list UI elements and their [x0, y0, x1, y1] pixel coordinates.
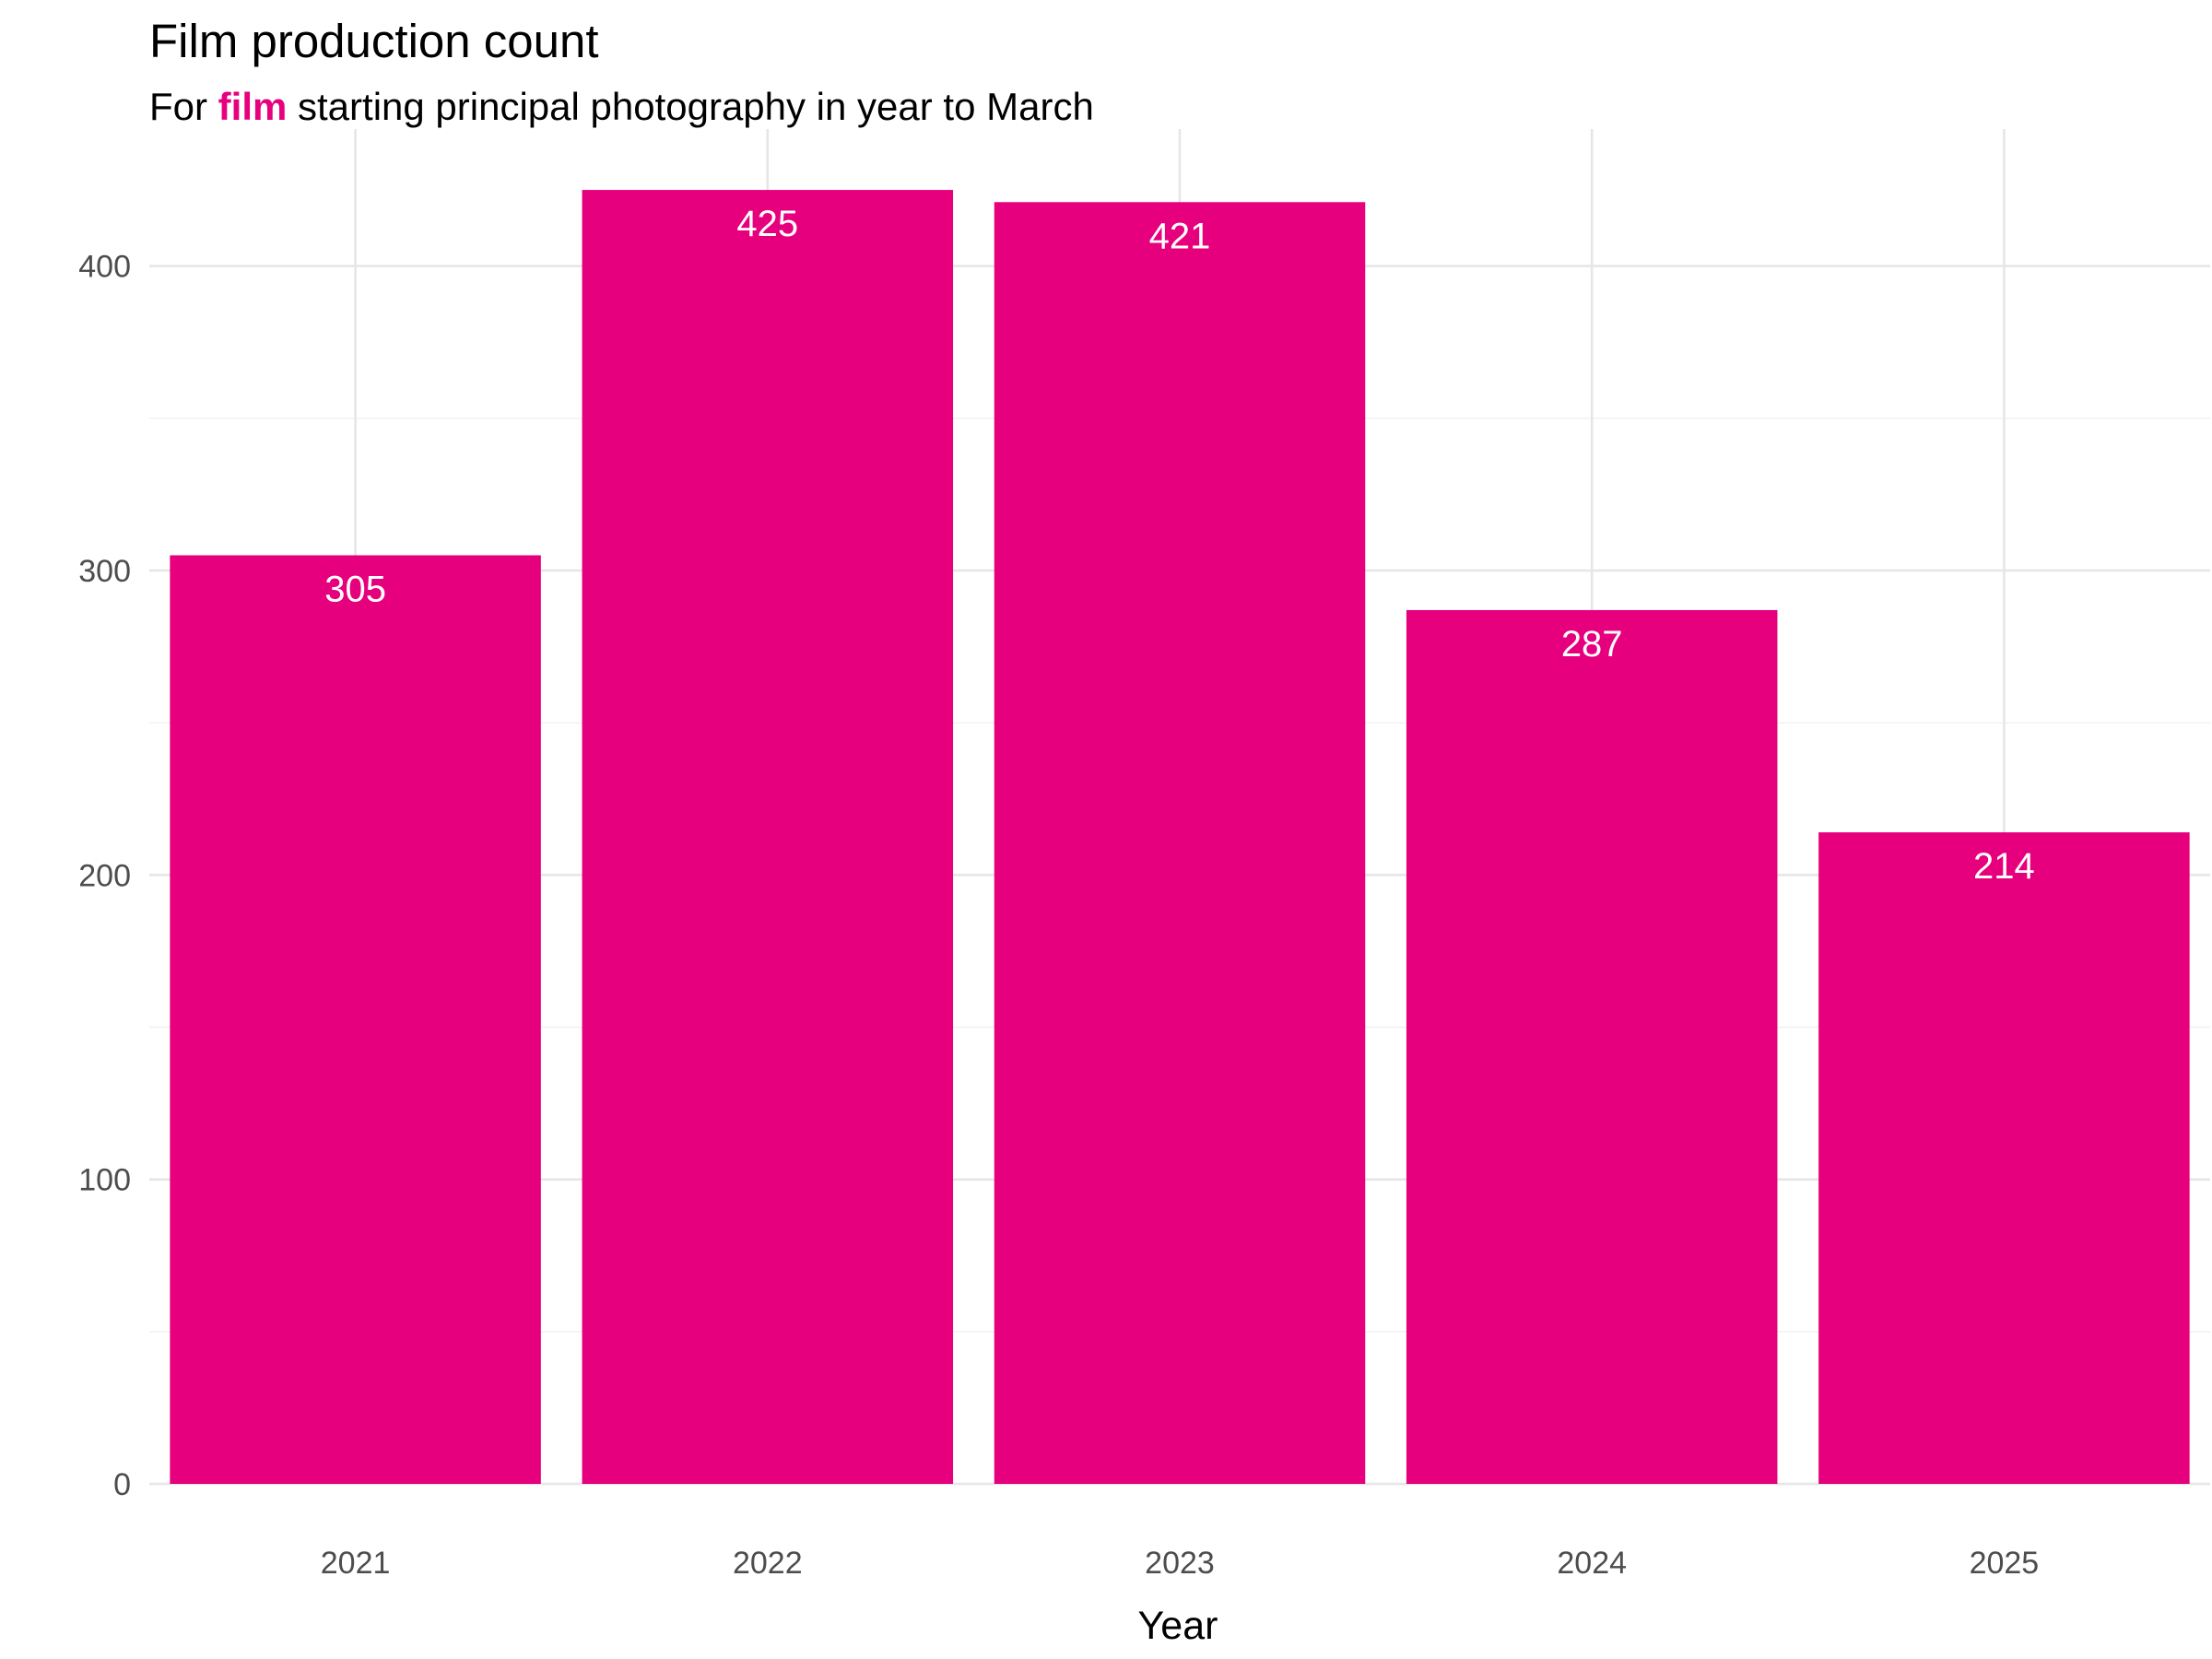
bar-value-label: 214: [1973, 846, 2035, 887]
x-axis-ticks: 2021 2022 2023 2024 2025: [321, 1546, 2039, 1581]
bar: [1818, 832, 2190, 1484]
bar: [1406, 609, 1778, 1484]
bars: [170, 190, 2190, 1485]
subtitle-suffix: starting principal photography in year t…: [287, 85, 1093, 128]
bar-value-label: 287: [1561, 624, 1623, 665]
x-tick-label: 2024: [1557, 1546, 1627, 1581]
subtitle-prefix: For: [149, 85, 218, 128]
bar: [170, 555, 541, 1484]
chart-title: Film production count: [149, 15, 599, 67]
bar: [994, 202, 1366, 1485]
x-tick-label: 2022: [733, 1546, 803, 1581]
x-tick-label: 2023: [1145, 1546, 1215, 1581]
bar-value-label: 421: [1149, 216, 1211, 256]
y-axis-ticks: 0 100 200 300 400: [78, 250, 131, 1502]
y-tick-label: 100: [78, 1163, 131, 1198]
chart-subtitle: For film starting principal photography …: [149, 85, 1094, 128]
y-tick-label: 0: [113, 1467, 131, 1502]
x-tick-label: 2021: [321, 1546, 391, 1581]
subtitle-highlight: film: [218, 85, 288, 128]
x-tick-label: 2025: [1970, 1546, 2040, 1581]
bar-value-label: 305: [324, 569, 386, 609]
bar: [582, 190, 954, 1485]
y-tick-label: 200: [78, 858, 131, 893]
y-tick-label: 300: [78, 554, 131, 589]
x-axis-title: Year: [1138, 1604, 1218, 1648]
y-tick-label: 400: [78, 250, 131, 285]
bar-labels: 305 425 421 287 214: [324, 204, 2035, 887]
bar-value-label: 425: [736, 204, 798, 244]
